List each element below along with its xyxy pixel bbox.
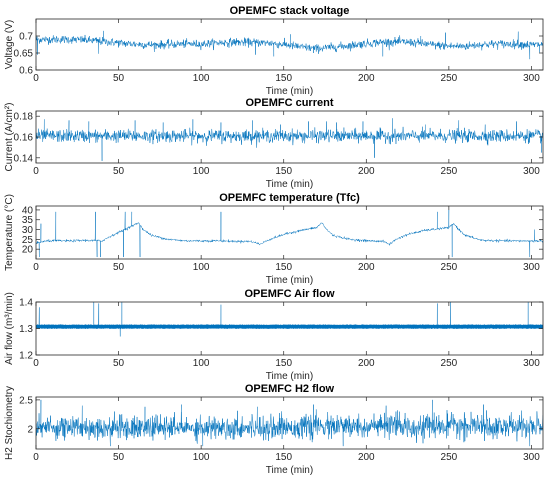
x-tick-label: 150 (275, 166, 292, 177)
x-tick-label: 0 (33, 262, 39, 273)
x-tick-label: 300 (523, 166, 540, 177)
y-tick-label: 1.2 (19, 351, 33, 362)
x-axis-label: Time (min) (266, 465, 313, 476)
x-tick-label: 250 (441, 166, 458, 177)
panel-title: OPEMFC Air flow (244, 288, 334, 300)
x-tick-label: 200 (358, 358, 375, 369)
series-line (36, 399, 543, 447)
x-tick-label: 50 (113, 166, 125, 177)
x-tick-label: 200 (358, 73, 375, 84)
y-tick-label: 25 (22, 235, 34, 246)
y-axis-label: Voltage (V) (4, 20, 15, 69)
series-line (36, 30, 543, 60)
y-tick-label: 0.65 (14, 49, 34, 60)
y-axis-label: H2 Stochiometry (4, 386, 15, 460)
panel-title: OPEMFC H2 flow (245, 383, 335, 395)
axis-box (35, 396, 544, 450)
x-tick-label: 250 (441, 262, 458, 273)
panel-4: 0 50 100 150 200 250 300 1.2 1.3 1.4 OPEMFC Air fl… (4, 288, 544, 382)
y-axis-label: Current (A/cm²) (4, 103, 15, 172)
y-tick-label: 0.6 (19, 66, 33, 77)
plot-area (36, 397, 543, 449)
panel-title: OPEMFC temperature (Tfc) (219, 192, 360, 204)
x-tick-label: 0 (33, 73, 39, 84)
x-tick-label: 50 (113, 73, 125, 84)
x-axis-label: Time (min) (266, 275, 313, 286)
series-line (36, 302, 543, 337)
x-tick-label: 100 (193, 358, 210, 369)
x-tick-label: 300 (523, 358, 540, 369)
x-axis-label: Time (min) (266, 179, 313, 190)
plot-area (36, 19, 543, 70)
x-tick-label: 100 (193, 262, 210, 273)
y-tick-label: 2.5 (19, 395, 33, 406)
y-tick-label: 2 (27, 424, 33, 435)
x-tick-label: 200 (358, 452, 375, 463)
x-tick-label: 300 (523, 262, 540, 273)
y-tick-label: 40 (22, 205, 34, 216)
panel-2: 0 50 100 150 200 250 300 0.14 0.16 0.18 OPEMFC cur… (4, 97, 544, 190)
panel-title: OPEMFC stack voltage (230, 5, 350, 17)
y-tick-label: 1.3 (19, 324, 33, 335)
panel-5: 0 50 100 150 200 250 300 2 2.5 OPEMFC H2 flow Time… (4, 383, 544, 476)
y-tick-label: 30 (22, 225, 34, 236)
x-tick-label: 150 (275, 73, 292, 84)
x-tick-label: 0 (33, 358, 39, 369)
y-tick-label: 0.7 (19, 32, 33, 43)
x-tick-label: 300 (523, 452, 540, 463)
x-tick-label: 50 (113, 358, 125, 369)
x-tick-label: 200 (358, 262, 375, 273)
y-axis-label: Temperature (°C) (4, 194, 15, 271)
x-tick-label: 200 (358, 166, 375, 177)
x-tick-label: 250 (441, 358, 458, 369)
x-tick-label: 100 (193, 73, 210, 84)
x-tick-label: 250 (441, 452, 458, 463)
y-tick-label: 0.18 (14, 112, 34, 123)
axis-box (35, 205, 544, 260)
x-tick-label: 150 (275, 358, 292, 369)
y-axis-label: Air flow (m³/min) (4, 292, 15, 365)
panel-title: OPEMFC current (245, 97, 333, 109)
y-tick-label: 0.14 (14, 153, 34, 164)
x-tick-label: 300 (523, 73, 540, 84)
y-tick-label: 35 (22, 215, 34, 226)
y-tick-label: 20 (22, 245, 34, 256)
x-tick-label: 250 (441, 73, 458, 84)
axis-box (35, 18, 544, 71)
x-tick-label: 150 (275, 452, 292, 463)
x-axis-label: Time (min) (266, 371, 313, 382)
x-tick-label: 50 (113, 452, 125, 463)
x-tick-label: 150 (275, 262, 292, 273)
y-tick-label: 1.4 (19, 298, 33, 309)
y-tick-label: 0.16 (14, 133, 34, 144)
x-tick-label: 100 (193, 452, 210, 463)
series-line (36, 118, 543, 161)
series-line (36, 209, 543, 258)
panel-1: 0 50 100 150 200 250 300 0.6 0.65 0.7 OPEMFC stack… (4, 5, 544, 97)
x-tick-label: 100 (193, 166, 210, 177)
x-tick-label: 0 (33, 166, 39, 177)
x-tick-label: 0 (33, 452, 39, 463)
x-axis-label: Time (min) (266, 86, 313, 97)
x-tick-label: 50 (113, 262, 125, 273)
